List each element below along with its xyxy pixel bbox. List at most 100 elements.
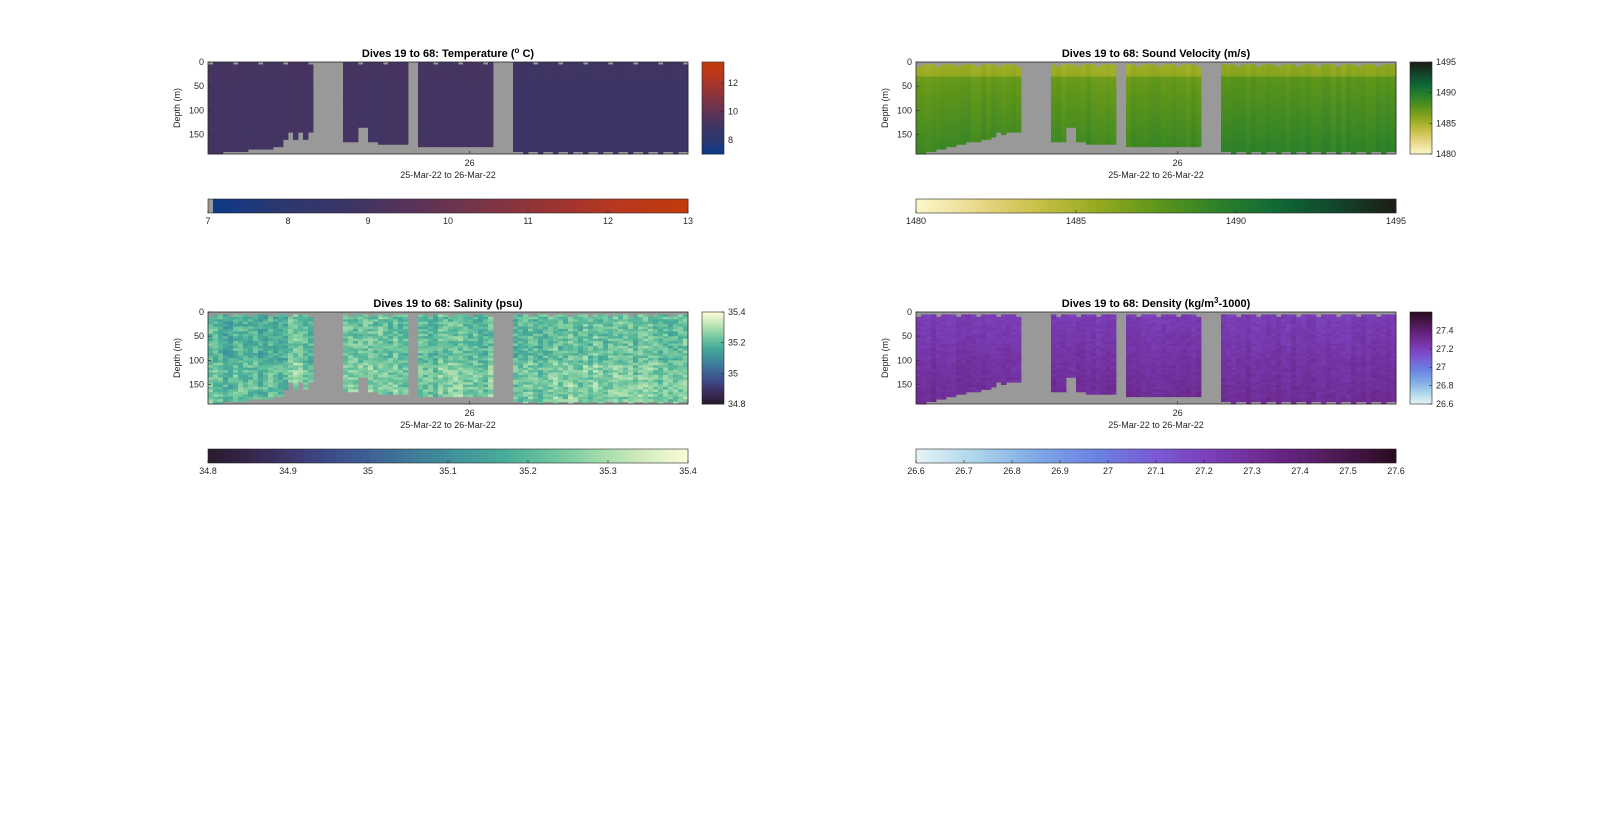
heatmap-cell	[383, 83, 389, 87]
heatmap-cell	[991, 71, 997, 75]
heatmap-cell	[931, 91, 937, 94]
heatmap-cell	[1061, 132, 1067, 136]
heatmap-cell	[353, 83, 359, 87]
heatmap-cell	[961, 112, 967, 116]
heatmap-cell	[568, 129, 574, 133]
heatmap-cell	[1161, 78, 1167, 82]
heatmap-cell	[618, 81, 624, 85]
heatmap-cell	[548, 88, 554, 92]
heatmap-cell	[1106, 105, 1112, 109]
heatmap-cell	[643, 81, 649, 85]
heatmap-cell	[1221, 83, 1227, 87]
heatmap-cell	[996, 120, 1002, 123]
heatmap-cell	[398, 76, 404, 80]
heatmap-cell	[458, 117, 464, 121]
heatmap-cell	[353, 76, 359, 80]
heatmap-cell	[258, 144, 264, 148]
heatmap-cell	[223, 81, 229, 85]
heatmap-cell	[1066, 110, 1072, 114]
heatmap-cell	[208, 137, 214, 140]
heatmap-cell	[483, 93, 489, 97]
heatmap-cell	[1061, 78, 1067, 82]
heatmap-cell	[583, 129, 589, 133]
heatmap-cell	[398, 95, 404, 99]
heatmap-cell	[1076, 117, 1082, 121]
heatmap-cell	[1221, 81, 1227, 85]
colorbar-segment	[702, 86, 724, 89]
heatmap-cell	[473, 115, 479, 119]
heatmap-cell	[931, 100, 937, 104]
heatmap-cell	[623, 64, 629, 68]
colorbar-segment	[702, 127, 724, 130]
heatmap-cell	[986, 103, 992, 106]
heatmap-cell	[278, 124, 284, 128]
heatmap-cell	[353, 117, 359, 121]
heatmap-cell	[1111, 117, 1117, 121]
heatmap-cell	[368, 83, 374, 87]
heatmap-cell	[1171, 110, 1177, 114]
heatmap-cell	[403, 103, 409, 106]
heatmap-cell	[941, 83, 947, 87]
heatmap-cell	[971, 100, 977, 104]
heatmap-cell	[1221, 91, 1227, 94]
colorbar-segment	[388, 199, 393, 213]
heatmap-cell	[1106, 124, 1112, 128]
heatmap-cell	[1231, 124, 1237, 128]
heatmap-cell	[448, 122, 454, 126]
colorbar-segment	[702, 149, 724, 152]
heatmap-cell	[653, 122, 659, 126]
heatmap-cell	[433, 127, 439, 131]
heatmap-cell	[343, 83, 349, 87]
heatmap-cell	[403, 83, 409, 87]
heatmap-cell	[981, 120, 987, 123]
heatmap-cell	[1176, 137, 1182, 140]
colorbar-segment	[702, 100, 724, 103]
heatmap-cell	[1086, 110, 1092, 114]
heatmap-cell	[663, 132, 669, 136]
heatmap-cell	[353, 71, 359, 75]
heatmap-cell	[1101, 64, 1107, 68]
heatmap-cell	[443, 98, 449, 102]
colorbar-segment	[676, 199, 681, 213]
heatmap-cell	[628, 110, 634, 114]
heatmap-cell	[528, 112, 534, 116]
colorbar-segment	[702, 131, 724, 133]
heatmap-cell	[283, 93, 289, 97]
heatmap-cell	[378, 88, 384, 92]
heatmap-cell	[981, 122, 987, 126]
heatmap-cell	[971, 117, 977, 121]
heatmap-cell	[438, 71, 444, 75]
heatmap-cell	[1151, 88, 1157, 92]
heatmap-cell	[921, 78, 927, 82]
heatmap-cell	[363, 83, 369, 87]
heatmap-cell	[976, 91, 982, 94]
heatmap-cell	[393, 64, 399, 68]
heatmap-cell	[1156, 95, 1162, 99]
heatmap-cell	[228, 88, 234, 92]
heatmap-cell	[1136, 91, 1142, 94]
heatmap-cell	[1101, 78, 1107, 82]
heatmap-cell	[228, 71, 234, 75]
heatmap-cell	[1196, 74, 1202, 77]
colorbar-segment	[632, 199, 637, 213]
heatmap-cell	[986, 105, 992, 109]
heatmap-cell	[423, 117, 429, 121]
heatmap-cell	[388, 120, 394, 123]
heatmap-cell	[966, 71, 972, 75]
heatmap-cell	[623, 117, 629, 121]
heatmap-cell	[663, 74, 669, 77]
heatmap-cell	[1171, 81, 1177, 85]
heatmap-cell	[1051, 137, 1057, 140]
heatmap-cell	[1166, 108, 1172, 111]
heatmap-cell	[468, 69, 474, 73]
heatmap-cell	[533, 91, 539, 94]
heatmap-cell	[223, 132, 229, 136]
heatmap-cell	[1221, 98, 1227, 102]
heatmap-cell	[1166, 76, 1172, 80]
heatmap-cell	[368, 137, 374, 140]
heatmap-cell	[248, 134, 254, 138]
heatmap-cell	[1226, 141, 1232, 145]
heatmap-cell	[683, 74, 689, 77]
heatmap-cell	[1241, 86, 1247, 90]
heatmap-cell	[663, 124, 669, 128]
